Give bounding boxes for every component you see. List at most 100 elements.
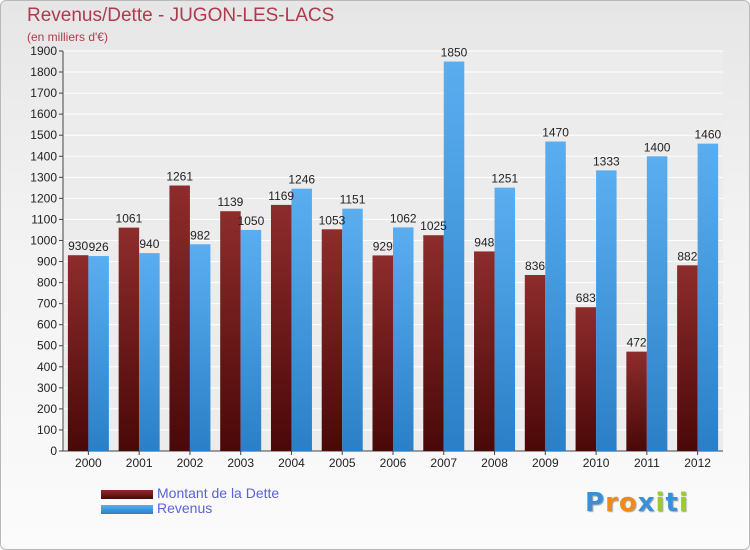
bar-revenue bbox=[494, 187, 516, 451]
data-label-debt: 683 bbox=[576, 291, 596, 305]
data-label-revenue: 1850 bbox=[441, 46, 468, 60]
bar-debt bbox=[270, 204, 292, 451]
data-label-debt: 1061 bbox=[116, 212, 143, 226]
y-tick-label: 1100 bbox=[31, 212, 57, 226]
y-tick-label: 900 bbox=[37, 255, 57, 269]
data-label-revenue: 982 bbox=[190, 228, 210, 242]
y-tick-label: 200 bbox=[37, 402, 57, 416]
data-label-revenue: 1050 bbox=[238, 214, 265, 228]
bar-revenue bbox=[545, 141, 566, 452]
legend-label-debt: Montant de la Dette bbox=[157, 485, 280, 501]
y-tick-label: 500 bbox=[37, 339, 57, 353]
data-label-revenue: 926 bbox=[89, 240, 109, 254]
legend-label-revenue: Revenus bbox=[157, 500, 213, 516]
legend-swatch-debt bbox=[101, 490, 153, 499]
bar-revenue bbox=[88, 256, 109, 451]
data-label-debt: 1025 bbox=[420, 219, 447, 233]
proxiti-logo: Proxiti bbox=[585, 488, 689, 518]
bar-revenue bbox=[697, 143, 719, 451]
y-tick-label: 1000 bbox=[30, 233, 57, 247]
y-tick-label: 100 bbox=[37, 423, 57, 437]
y-tick-label: 800 bbox=[37, 276, 57, 290]
x-tick-label: 2011 bbox=[634, 456, 660, 470]
y-tick-label: 1400 bbox=[30, 149, 57, 163]
data-label-debt: 472 bbox=[627, 336, 647, 350]
bar-debt bbox=[474, 251, 495, 451]
x-tick-label: 2003 bbox=[227, 456, 254, 470]
bar-debt bbox=[626, 351, 647, 451]
x-tick-label: 2004 bbox=[278, 456, 305, 470]
logo-letter: i bbox=[655, 488, 666, 518]
y-tick-label: 400 bbox=[37, 360, 57, 374]
data-label-debt: 1053 bbox=[319, 213, 346, 227]
x-tick-label: 2000 bbox=[75, 456, 102, 470]
data-label-debt: 930 bbox=[68, 239, 88, 253]
data-label-revenue: 1062 bbox=[390, 211, 417, 225]
y-tick-label: 1700 bbox=[30, 86, 57, 100]
y-tick-label: 700 bbox=[37, 297, 57, 311]
x-tick-label: 2009 bbox=[532, 456, 559, 470]
x-tick-label: 2007 bbox=[430, 456, 457, 470]
data-label-revenue: 1246 bbox=[288, 173, 315, 187]
chart-title: Revenus/Dette - JUGON-LES-LACS bbox=[27, 5, 335, 26]
bar-debt bbox=[321, 229, 343, 451]
logo-letter: o bbox=[618, 488, 638, 518]
bar-debt bbox=[575, 307, 597, 451]
x-tick-label: 2008 bbox=[481, 456, 508, 470]
bar-revenue bbox=[139, 253, 160, 451]
data-label-revenue: 1251 bbox=[491, 172, 518, 186]
bar-revenue bbox=[240, 229, 262, 451]
data-label-debt: 1169 bbox=[268, 189, 294, 203]
y-tick-label: 0 bbox=[50, 444, 57, 458]
logo-letter: t bbox=[665, 488, 679, 518]
bar-debt bbox=[169, 185, 190, 452]
bar-debt bbox=[118, 227, 140, 451]
data-label-debt: 836 bbox=[525, 259, 545, 273]
bar-revenue bbox=[291, 188, 312, 451]
x-tick-label: 2006 bbox=[380, 456, 407, 470]
logo-letter: r bbox=[605, 488, 619, 518]
x-tick-label: 2001 bbox=[126, 456, 153, 470]
data-label-revenue: 1460 bbox=[695, 128, 722, 142]
logo-letter: i bbox=[678, 488, 689, 518]
x-tick-label: 2010 bbox=[583, 456, 610, 470]
data-label-revenue: 940 bbox=[139, 237, 159, 251]
bar-debt bbox=[524, 275, 546, 451]
data-label-revenue: 1400 bbox=[644, 140, 671, 154]
bar-debt bbox=[372, 255, 393, 451]
data-label-debt: 948 bbox=[474, 235, 494, 249]
data-label-revenue: 1333 bbox=[593, 154, 620, 168]
y-tick-label: 1900 bbox=[30, 44, 57, 58]
y-tick-label: 600 bbox=[37, 318, 57, 332]
bar-revenue bbox=[596, 170, 617, 452]
data-label-debt: 929 bbox=[373, 239, 393, 253]
bar-debt bbox=[220, 211, 241, 451]
data-label-debt: 1139 bbox=[218, 195, 244, 209]
x-tick-label: 2002 bbox=[177, 456, 204, 470]
y-tick-label: 1600 bbox=[30, 107, 57, 121]
bar-debt bbox=[67, 255, 89, 451]
y-tick-label: 1300 bbox=[30, 170, 57, 184]
y-tick-label: 1500 bbox=[30, 128, 57, 142]
data-label-debt: 882 bbox=[677, 249, 697, 263]
bar-debt bbox=[423, 235, 444, 451]
bar-revenue bbox=[393, 227, 414, 451]
bar-revenue bbox=[342, 208, 363, 451]
data-label-revenue: 1151 bbox=[340, 193, 366, 207]
x-tick-label: 2005 bbox=[329, 456, 356, 470]
bar-revenue bbox=[443, 61, 465, 452]
x-tick-label: 2012 bbox=[684, 456, 711, 470]
data-label-revenue: 1470 bbox=[542, 126, 569, 140]
data-label-debt: 1261 bbox=[166, 170, 193, 184]
y-tick-label: 300 bbox=[37, 381, 57, 395]
bar-debt bbox=[677, 265, 698, 451]
bar-revenue bbox=[189, 244, 211, 451]
y-tick-label: 1800 bbox=[30, 65, 57, 79]
chart-subtitle: (en milliers d'€) bbox=[27, 30, 108, 44]
legend-swatch-revenue bbox=[101, 505, 153, 514]
logo-letter: P bbox=[585, 488, 606, 518]
y-tick-label: 1200 bbox=[30, 191, 57, 205]
bar-revenue bbox=[646, 156, 668, 451]
